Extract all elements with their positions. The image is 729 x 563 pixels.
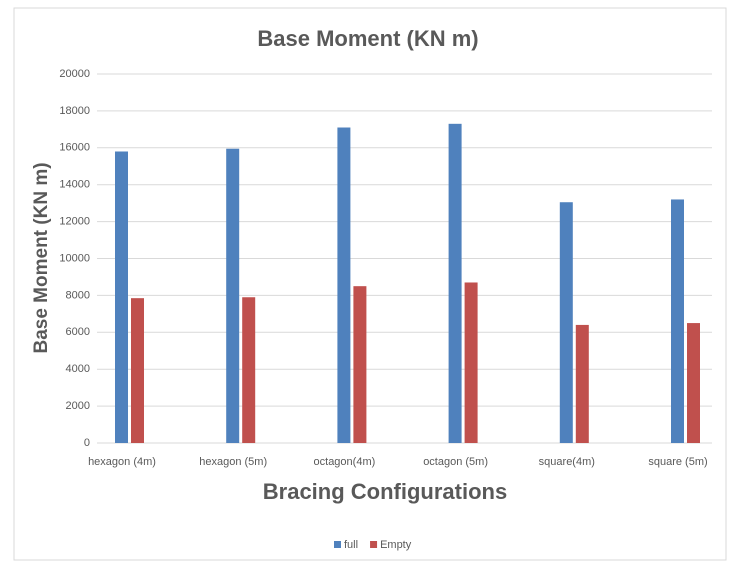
x-tick-label: square(4m) xyxy=(539,456,595,468)
bar xyxy=(131,298,144,443)
bar xyxy=(559,202,573,443)
legend-swatch xyxy=(334,541,341,548)
y-tick-label: 0 xyxy=(84,437,90,449)
bar xyxy=(671,199,684,443)
x-axis-label: Bracing Configurations xyxy=(263,479,507,504)
bar xyxy=(575,324,589,443)
x-tick-label: octagon(4m) xyxy=(314,456,376,468)
y-tick-label: 12000 xyxy=(59,216,90,228)
legend-label: full xyxy=(344,539,358,551)
bar xyxy=(464,282,478,443)
y-tick-label: 14000 xyxy=(59,179,90,191)
bar xyxy=(353,286,367,443)
bar xyxy=(115,151,128,444)
bar xyxy=(687,323,700,443)
y-tick-label: 2000 xyxy=(66,400,90,412)
bar xyxy=(448,123,462,443)
x-tick-label: hexagon (5m) xyxy=(199,456,267,468)
legend-label: Empty xyxy=(380,539,412,551)
y-tick-label: 6000 xyxy=(66,326,90,338)
x-tick-label: hexagon (4m) xyxy=(88,456,156,468)
y-tick-label: 10000 xyxy=(59,252,90,264)
y-tick-label: 4000 xyxy=(66,363,90,375)
y-tick-label: 18000 xyxy=(59,105,90,117)
bar xyxy=(242,297,256,443)
chart-title: Base Moment (KN m) xyxy=(257,26,478,51)
y-axis-label: Base Moment (KN m) xyxy=(31,162,52,353)
x-tick-label: octagon (5m) xyxy=(423,456,488,468)
x-tick-label: square (5m) xyxy=(648,456,707,468)
legend-swatch xyxy=(370,541,378,548)
y-tick-label: 20000 xyxy=(59,68,90,80)
y-tick-label: 8000 xyxy=(66,289,90,301)
y-tick-label: 16000 xyxy=(59,142,90,154)
bar xyxy=(226,148,240,443)
chart-border xyxy=(13,7,727,561)
bar xyxy=(337,127,351,443)
